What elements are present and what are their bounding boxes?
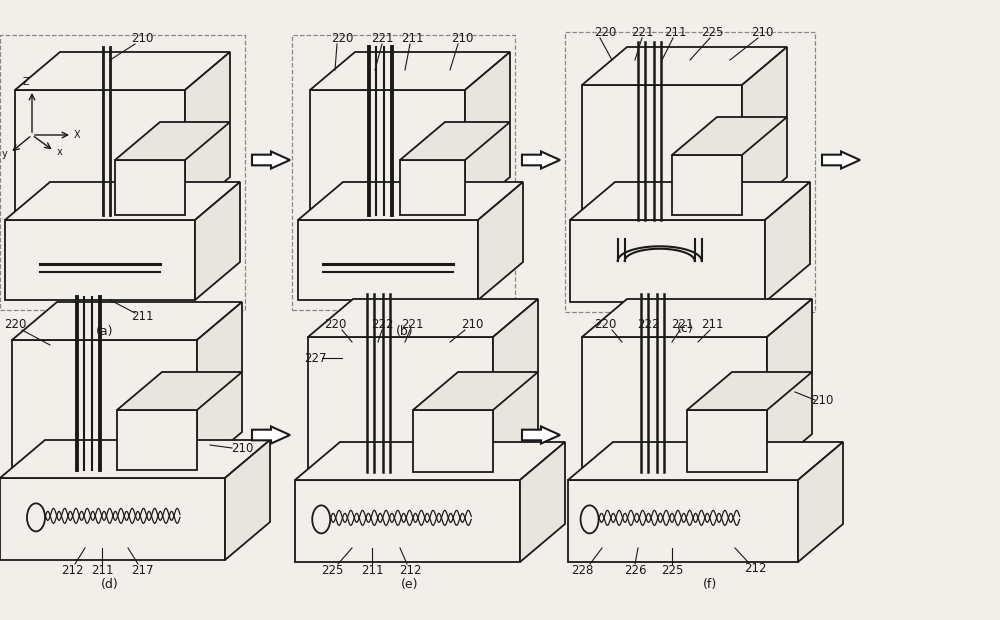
Polygon shape: [5, 182, 240, 220]
Text: 227: 227: [304, 352, 326, 365]
Text: 211: 211: [664, 25, 686, 38]
Polygon shape: [742, 47, 787, 215]
Polygon shape: [568, 442, 843, 480]
Polygon shape: [197, 302, 242, 470]
Polygon shape: [295, 442, 565, 480]
Text: 211: 211: [701, 317, 723, 330]
Polygon shape: [308, 337, 493, 472]
Polygon shape: [568, 480, 798, 562]
Text: 221: 221: [371, 32, 393, 45]
Text: 210: 210: [231, 441, 253, 454]
Polygon shape: [520, 442, 565, 562]
Polygon shape: [413, 410, 493, 472]
Polygon shape: [400, 122, 510, 160]
Polygon shape: [582, 85, 742, 215]
Polygon shape: [767, 299, 812, 472]
Text: 210: 210: [451, 32, 473, 45]
Polygon shape: [570, 220, 765, 302]
Text: Z: Z: [23, 77, 29, 87]
Text: (c): (c): [677, 322, 693, 335]
Polygon shape: [522, 151, 560, 169]
Ellipse shape: [27, 503, 45, 531]
Polygon shape: [298, 182, 523, 220]
Polygon shape: [252, 427, 290, 443]
Text: 226: 226: [624, 564, 646, 577]
Text: (b): (b): [396, 325, 414, 338]
Text: 212: 212: [61, 564, 83, 577]
Polygon shape: [672, 117, 787, 155]
Text: 220: 220: [4, 319, 26, 332]
Polygon shape: [310, 52, 510, 90]
Polygon shape: [12, 340, 197, 470]
Text: 212: 212: [744, 562, 766, 575]
Text: (e): (e): [401, 578, 419, 591]
Polygon shape: [15, 52, 230, 90]
Text: 210: 210: [131, 32, 153, 45]
Text: (d): (d): [101, 578, 119, 591]
Ellipse shape: [312, 505, 330, 533]
Polygon shape: [687, 372, 812, 410]
Text: (f): (f): [703, 578, 717, 591]
Ellipse shape: [581, 505, 599, 533]
Polygon shape: [117, 372, 242, 410]
Text: 225: 225: [661, 564, 683, 577]
Polygon shape: [0, 478, 225, 560]
Polygon shape: [672, 155, 742, 215]
Polygon shape: [0, 440, 270, 478]
Text: 225: 225: [321, 564, 343, 577]
Text: 221: 221: [401, 317, 423, 330]
Text: 210: 210: [461, 317, 483, 330]
Polygon shape: [15, 90, 185, 215]
Polygon shape: [465, 52, 510, 215]
Polygon shape: [582, 47, 787, 85]
Polygon shape: [687, 410, 767, 472]
Text: 211: 211: [361, 564, 383, 577]
Text: 222: 222: [371, 317, 393, 330]
Text: 220: 220: [324, 317, 346, 330]
Text: 221: 221: [671, 317, 693, 330]
Text: 211: 211: [131, 311, 153, 324]
Text: 212: 212: [399, 564, 421, 577]
Text: 221: 221: [631, 25, 653, 38]
Polygon shape: [5, 220, 195, 300]
Polygon shape: [185, 52, 230, 215]
Polygon shape: [115, 122, 230, 160]
Polygon shape: [493, 299, 538, 472]
Polygon shape: [582, 337, 767, 472]
Polygon shape: [413, 372, 538, 410]
Text: 210: 210: [811, 394, 833, 407]
Polygon shape: [570, 182, 810, 220]
Text: (a): (a): [96, 325, 114, 338]
Text: X: X: [74, 130, 81, 140]
Polygon shape: [582, 299, 812, 337]
Polygon shape: [522, 427, 560, 443]
Polygon shape: [310, 90, 465, 215]
Text: 211: 211: [401, 32, 423, 45]
Polygon shape: [308, 299, 538, 337]
Text: 217: 217: [131, 564, 153, 577]
Text: 222: 222: [637, 317, 659, 330]
Polygon shape: [117, 410, 197, 470]
Text: 211: 211: [91, 564, 113, 577]
Polygon shape: [400, 160, 465, 215]
Text: 220: 220: [594, 25, 616, 38]
Text: 225: 225: [701, 25, 723, 38]
Polygon shape: [822, 151, 860, 169]
Text: 210: 210: [751, 25, 773, 38]
Polygon shape: [798, 442, 843, 562]
Text: 228: 228: [571, 564, 593, 577]
Text: 220: 220: [594, 317, 616, 330]
Polygon shape: [298, 220, 478, 300]
Text: x: x: [57, 147, 63, 157]
Polygon shape: [115, 160, 185, 215]
Polygon shape: [295, 480, 520, 562]
Polygon shape: [195, 182, 240, 300]
Polygon shape: [478, 182, 523, 300]
Polygon shape: [765, 182, 810, 302]
Polygon shape: [225, 440, 270, 560]
Text: 220: 220: [331, 32, 353, 45]
Polygon shape: [12, 302, 242, 340]
Polygon shape: [252, 151, 290, 169]
Text: y: y: [2, 149, 8, 159]
